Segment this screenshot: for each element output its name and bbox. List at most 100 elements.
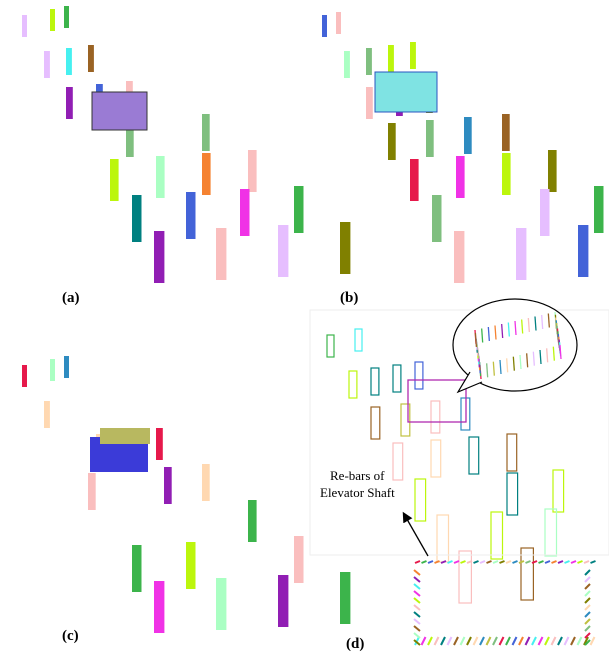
column-outline <box>459 551 471 603</box>
column <box>426 120 434 157</box>
column <box>202 464 210 501</box>
column <box>344 51 350 78</box>
column <box>164 467 172 504</box>
elevator-block <box>92 92 147 130</box>
rebar <box>441 637 445 645</box>
column <box>22 15 27 37</box>
annotation-line: Elevator Shaft <box>320 485 395 500</box>
rebar <box>591 637 595 645</box>
rebar <box>585 584 590 589</box>
column <box>410 42 416 69</box>
rebar-rectangle <box>414 561 596 645</box>
column <box>410 159 419 201</box>
column <box>278 225 288 277</box>
rebar <box>585 626 590 631</box>
rebar <box>415 561 420 563</box>
rebar <box>422 637 426 645</box>
column <box>110 159 119 201</box>
rebar <box>414 633 420 638</box>
panel-label: (d) <box>346 636 364 652</box>
column-outline <box>371 368 379 395</box>
rebar <box>506 637 510 645</box>
column <box>88 45 94 72</box>
rebar <box>558 637 562 645</box>
elevator-block <box>100 428 150 444</box>
column <box>64 6 69 28</box>
rebar <box>414 577 420 582</box>
column <box>294 186 304 233</box>
column <box>202 114 210 151</box>
rebar <box>519 637 523 645</box>
rebar <box>414 612 420 617</box>
rebar <box>428 561 433 563</box>
rebar <box>487 561 492 563</box>
column <box>578 225 588 277</box>
column-outline <box>431 401 440 433</box>
column <box>278 575 288 627</box>
column <box>154 231 164 283</box>
panel-label: (c) <box>62 628 79 644</box>
rebar <box>585 577 590 582</box>
rebar <box>526 561 531 563</box>
rebar <box>558 561 563 563</box>
column <box>366 48 372 75</box>
column-outline <box>415 362 423 389</box>
rebar <box>422 561 427 563</box>
panel-label: (a) <box>62 290 80 306</box>
column <box>156 156 165 198</box>
rebar <box>591 561 596 563</box>
column <box>186 542 196 589</box>
elevator-block <box>375 72 437 112</box>
column-outline <box>393 365 401 392</box>
column-outline <box>507 434 517 471</box>
column <box>248 150 257 192</box>
column <box>432 195 442 242</box>
rebar <box>493 561 498 563</box>
column <box>88 473 96 510</box>
column <box>132 195 142 242</box>
rebar <box>461 637 465 645</box>
column-outline <box>415 479 426 521</box>
rebar <box>480 637 484 645</box>
rebar <box>414 591 420 596</box>
rebar <box>448 637 452 645</box>
column <box>340 222 350 274</box>
column <box>456 156 465 198</box>
rebar <box>414 626 420 631</box>
column <box>44 51 50 78</box>
rebar <box>565 561 570 563</box>
column <box>336 12 341 34</box>
column <box>366 87 373 119</box>
column <box>216 228 226 280</box>
column-outline <box>521 548 533 600</box>
column-outline <box>431 440 441 477</box>
column-outline <box>491 512 503 559</box>
column <box>548 150 557 192</box>
rebar <box>585 591 590 596</box>
column <box>132 545 142 592</box>
rebar <box>585 619 590 624</box>
column <box>594 186 604 233</box>
column-outline <box>349 371 357 398</box>
rebar <box>500 561 505 563</box>
rebar <box>513 561 518 563</box>
rebar <box>461 561 466 563</box>
rebar <box>565 637 569 645</box>
rebar <box>578 637 582 645</box>
column-outline <box>393 443 403 480</box>
rebar <box>532 637 536 645</box>
rebar <box>506 561 511 563</box>
rebar <box>513 637 517 645</box>
column-outline <box>327 335 334 357</box>
column-outline <box>469 437 479 474</box>
column <box>66 87 73 119</box>
rebar <box>467 637 471 645</box>
column <box>340 572 350 624</box>
column <box>540 189 550 236</box>
column <box>322 15 327 37</box>
rebar <box>539 637 543 645</box>
column <box>248 500 257 542</box>
rebar <box>532 561 537 563</box>
column <box>64 356 69 378</box>
rebar <box>552 637 556 645</box>
